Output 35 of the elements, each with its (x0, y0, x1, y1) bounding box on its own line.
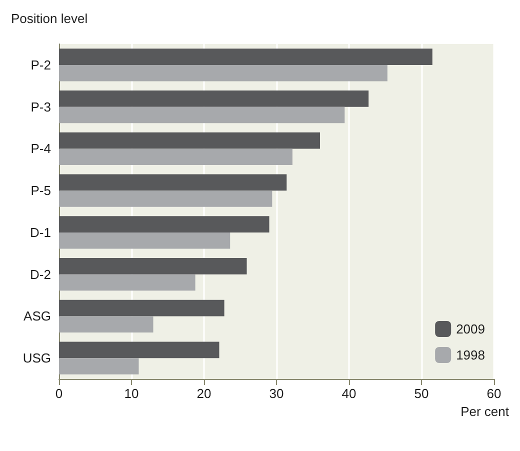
y-tick-label: P-3 (30, 99, 51, 114)
x-tick-label: 30 (269, 386, 284, 401)
legend-label: 2009 (456, 322, 485, 336)
bar (59, 274, 196, 291)
x-tick-label: 10 (124, 386, 139, 401)
y-tick-label: P-5 (30, 183, 51, 198)
bar (59, 216, 270, 232)
x-tick-label: 20 (196, 386, 212, 401)
y-tick-label: D-1 (30, 224, 51, 240)
y-tick-label: P-4 (30, 141, 51, 156)
y-tick-label: ASG (24, 308, 51, 324)
bar (59, 258, 247, 274)
bar (59, 232, 230, 249)
bar (59, 106, 345, 124)
x-tick-label: 60 (486, 386, 502, 401)
bar (59, 132, 320, 149)
bar (59, 48, 432, 65)
bar (59, 342, 220, 358)
legend-label: 1998 (456, 348, 485, 362)
y-axis-title: Position level (11, 11, 88, 26)
x-tick-label: 50 (414, 386, 429, 401)
bar (59, 64, 388, 82)
x-tick-label: 40 (342, 386, 356, 401)
bar (59, 300, 224, 316)
x-axis-title: Per cent (460, 404, 510, 419)
bar (59, 90, 369, 107)
bar (59, 358, 139, 374)
x-tick-label: 0 (55, 386, 63, 401)
y-tick-label: P-2 (30, 57, 51, 72)
bar (59, 190, 272, 207)
bar (59, 174, 287, 191)
y-tick-label: D-2 (30, 266, 51, 282)
bar (59, 316, 154, 333)
bar (59, 148, 292, 166)
y-tick-label: USG (22, 350, 51, 366)
